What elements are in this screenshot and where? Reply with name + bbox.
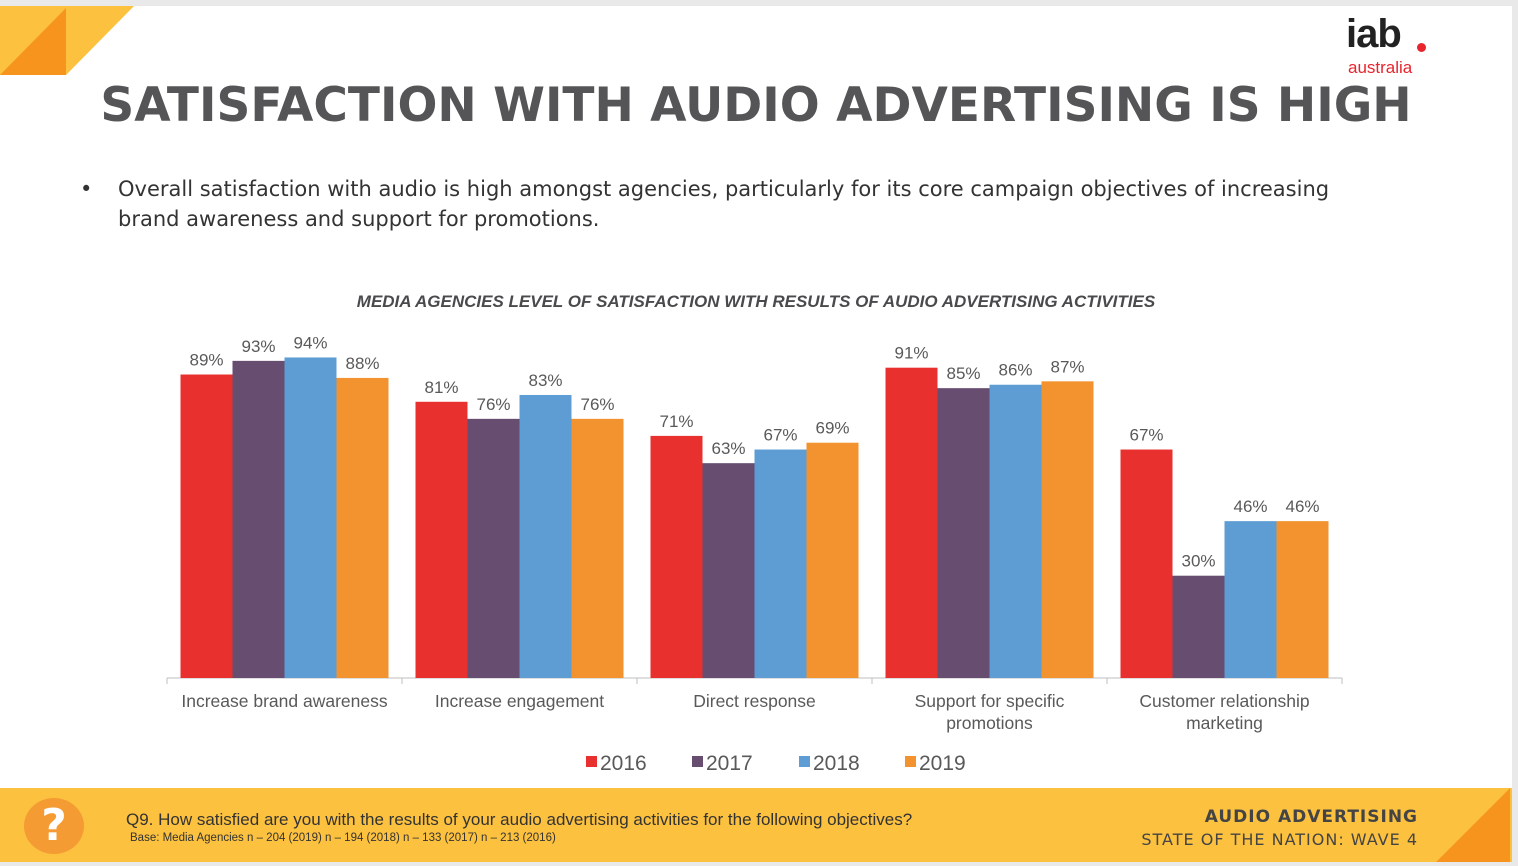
x-tick-label: Increase brand awareness [181, 691, 387, 711]
data-label: 91% [894, 344, 928, 363]
bar-2018 [1224, 521, 1277, 678]
legend-label-2016: 2016 [600, 752, 647, 775]
legend-label-2017: 2017 [706, 752, 753, 775]
logo-main-text: iab [1346, 12, 1402, 56]
x-tick-label: marketing [1186, 713, 1263, 733]
data-label: 69% [815, 419, 849, 438]
bar-2019 [1276, 521, 1329, 678]
data-label: 63% [711, 439, 745, 458]
bar-2016 [415, 401, 468, 678]
corner-decoration-top-left [0, 6, 134, 75]
bar-2019 [336, 377, 389, 678]
data-label: 76% [476, 395, 510, 414]
data-label: 88% [345, 354, 379, 373]
x-tick-label: Direct response [693, 691, 816, 711]
iab-australia-logo: iab australia [1344, 12, 1434, 78]
legend-swatch-2018 [799, 756, 810, 767]
bar-2019 [571, 418, 624, 678]
bar-2016 [650, 435, 703, 678]
report-subtitle: STATE OF THE NATION: WAVE 4 [1141, 830, 1418, 849]
data-label: 76% [580, 395, 614, 414]
bar-2017 [467, 418, 520, 678]
chart-title: MEDIA AGENCIES LEVEL OF SATISFACTION WIT… [356, 292, 1156, 311]
x-tick-label: Customer relationship [1139, 691, 1309, 711]
x-tick-label: Increase engagement [435, 691, 604, 711]
survey-question: Q9. How satisfied are you with the resul… [126, 810, 913, 829]
survey-base: Base: Media Agencies n – 204 (2019) n – … [130, 832, 556, 844]
data-label: 46% [1285, 497, 1319, 516]
data-label: 83% [528, 371, 562, 390]
bar-2016 [1120, 449, 1173, 678]
legend-label-2018: 2018 [813, 752, 860, 775]
data-label: 94% [293, 336, 327, 352]
bar-2018 [754, 449, 807, 678]
bar-2017 [937, 388, 990, 678]
data-label: 67% [1129, 426, 1163, 445]
data-label: 87% [1050, 357, 1084, 376]
bullet-symbol: • [80, 177, 93, 201]
legend-swatch-2016 [586, 756, 597, 767]
bar-2016 [885, 367, 938, 678]
slide: iab australia SATISFACTION WITH AUDIO AD… [0, 6, 1512, 862]
corner-decoration-bottom-right [1422, 788, 1510, 862]
data-label: 71% [659, 412, 693, 431]
data-label: 30% [1181, 552, 1215, 571]
bar-2019 [806, 442, 859, 678]
legend-swatch-2017 [692, 756, 703, 767]
bar-chart: 89% 93% 94% 88% Increase brand awareness 81% 7… [166, 336, 1343, 775]
bar-2019 [1041, 381, 1094, 678]
bar-2018 [519, 394, 572, 678]
legend-swatch-2019 [905, 756, 916, 767]
data-label: 46% [1233, 497, 1267, 516]
data-label: 86% [998, 361, 1032, 380]
bullet-text: Overall satisfaction with audio is high … [118, 177, 1330, 231]
x-tick-label: Support for specific [915, 691, 1065, 711]
data-label: 85% [946, 364, 980, 383]
data-label: 93% [241, 337, 275, 356]
bar-2016 [180, 374, 233, 678]
bar-2017 [1172, 575, 1225, 678]
bar-2017 [702, 463, 755, 678]
report-title: AUDIO ADVERTISING [1204, 807, 1418, 827]
logo-sub-text: australia [1348, 58, 1413, 77]
data-label: 67% [763, 426, 797, 445]
data-label: 89% [189, 351, 223, 370]
question-mark-icon: ? [24, 798, 84, 854]
data-label: 81% [424, 378, 458, 397]
page-title: SATISFACTION WITH AUDIO ADVERTISING IS H… [100, 78, 1412, 133]
bar-2018 [284, 357, 337, 678]
footer-bar: ? Q9. How satisfied are you with the res… [0, 788, 1512, 862]
logo-dot [1417, 43, 1426, 52]
bar-2018 [989, 384, 1042, 678]
bar-2017 [232, 360, 285, 678]
x-tick-label: promotions [946, 713, 1033, 733]
legend-label-2019: 2019 [919, 752, 966, 775]
